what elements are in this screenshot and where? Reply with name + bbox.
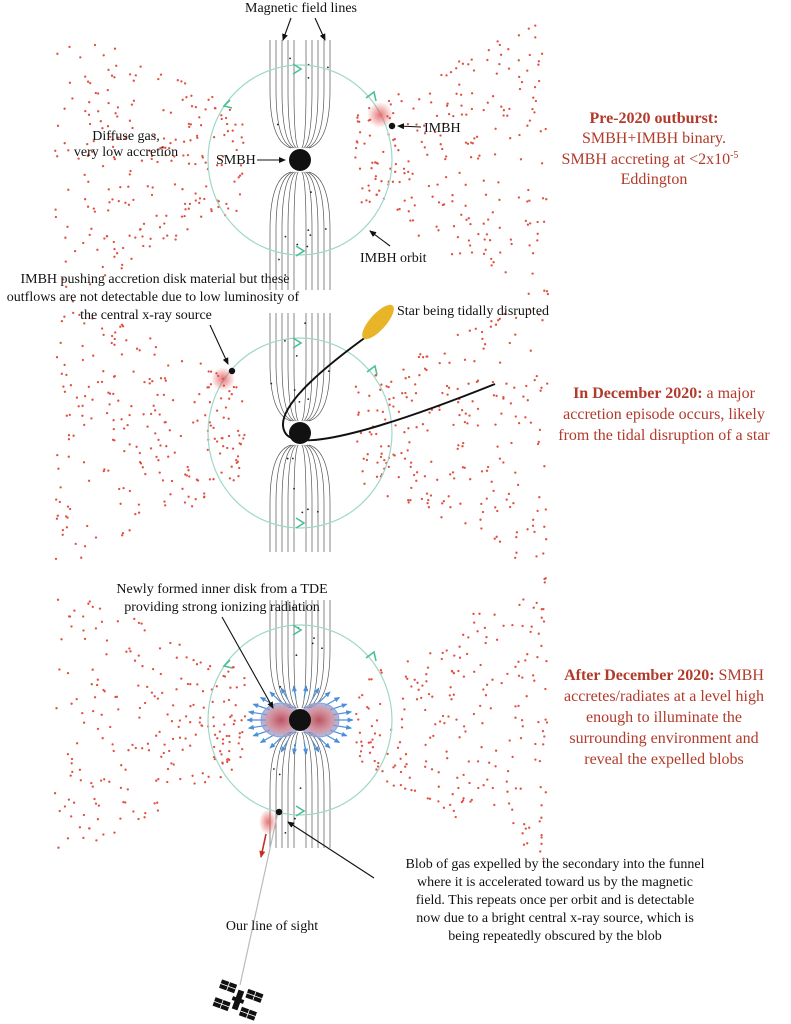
- smbh-black-hole: [289, 709, 311, 731]
- caption-line: After December 2020: SMBH: [564, 667, 764, 684]
- imbh-dot: [388, 122, 396, 130]
- caption-line: In December 2020: a major: [573, 385, 756, 402]
- magnetic-field-lines: [269, 40, 331, 290]
- caption-pre-2020: Pre-2020 outburst: SMBH+IMBH binary. SMB…: [562, 110, 739, 188]
- imbh-orbit-ring: [207, 624, 393, 816]
- gas-dots-left: [54, 300, 246, 561]
- inner-disk-pointer: [221, 616, 274, 709]
- blob-text-line: where it is accelerated toward us by the…: [417, 875, 693, 890]
- label-inner-disk-line1: Newly formed inner disk from a TDE: [116, 582, 327, 597]
- orbit-direction-arrows: [222, 624, 377, 817]
- gas-dots-right: [355, 577, 549, 860]
- label-star-tidally-disrupted: Star being tidally disrupted: [397, 304, 549, 319]
- label-magnetic-field-lines: Magnetic field lines: [245, 1, 357, 16]
- imbh-note-pointer: [209, 324, 229, 365]
- imbh-orbit-pointer: [369, 230, 391, 247]
- smbh-black-hole: [289, 422, 311, 444]
- caption-title: Pre-2020 outburst:: [589, 110, 718, 127]
- blob-text-line: field. This repeats once per orbit and i…: [416, 893, 694, 908]
- expelled-gas-blob: [259, 809, 277, 835]
- caption-line: enough to illuminate the: [586, 709, 742, 726]
- blob-text-line: Blob of gas expelled by the secondary in…: [406, 857, 705, 872]
- caption-title: In December 2020:: [573, 385, 702, 402]
- tidally-disrupted-star: [362, 304, 394, 340]
- panel-december-2020: IMBH pushing accretion disk material but…: [7, 272, 770, 561]
- imbh-glow: [367, 102, 393, 128]
- imbh-orbit-ring: [207, 337, 393, 529]
- caption-line: accretion episode occurs, likely: [563, 406, 765, 423]
- caption-after-december-2020: After December 2020: SMBH accretes/radia…: [564, 667, 764, 768]
- caption-exponent: -5: [730, 150, 738, 161]
- note-imbh-pushing-line1: IMBH pushing accretion disk material but…: [20, 272, 289, 287]
- label-imbh: IMBH: [424, 121, 461, 136]
- blob-description: Blob of gas expelled by the secondary in…: [406, 857, 705, 944]
- blob-text-line: being repeatedly obscured by the blob: [448, 929, 661, 944]
- field-line-pointers: [282, 17, 326, 41]
- blob-velocity-arrow: [259, 833, 267, 858]
- caption-line: accretes/radiates at a level high: [564, 688, 764, 705]
- orbit-direction-arrows: [292, 337, 378, 529]
- caption-line: SMBH+IMBH binary.: [582, 130, 726, 147]
- label-imbh-orbit: IMBH orbit: [360, 251, 427, 266]
- caption-title: After December 2020:: [564, 667, 714, 684]
- imbh-dot: [275, 808, 283, 816]
- panel-pre-2020: Magnetic field lines Diffuse gas, very l…: [54, 1, 739, 296]
- caption-line: surrounding environment and: [569, 730, 758, 747]
- orbit-direction-arrows: [222, 63, 377, 257]
- imbh-pointer: [397, 123, 422, 130]
- caption-line: reveal the expelled blobs: [584, 751, 744, 768]
- caption-line: Eddington: [621, 171, 688, 188]
- label-smbh: SMBH: [216, 153, 256, 168]
- label-diffuse-gas-line1: Diffuse gas,: [92, 129, 159, 144]
- caption-line: SMBH accreting at <2x10-5: [562, 150, 739, 168]
- caption-december-2020: In December 2020: a major accretion epis…: [558, 385, 770, 444]
- blob-pointer: [287, 821, 375, 879]
- blob-text-line: now due to a bright central x-ray source…: [416, 911, 694, 926]
- caption-text: SMBH accreting at <2x10: [562, 151, 731, 168]
- imbh-orbit-ring: [207, 64, 393, 256]
- note-imbh-pushing-line3: the central x-ray source: [80, 308, 212, 323]
- label-line-of-sight: Our line of sight: [226, 919, 318, 934]
- line-of-sight: [239, 811, 279, 986]
- caption-line: from the tidal disruption of a star: [558, 427, 770, 444]
- label-inner-disk-line2: providing strong ionizing radiation: [124, 600, 320, 615]
- imbh-glow: [211, 367, 235, 391]
- magnetic-field-lines: [269, 313, 331, 552]
- gas-dots-left: [53, 598, 247, 849]
- label-diffuse-gas-line2: very low accretion: [74, 145, 178, 160]
- smbh-black-hole: [289, 149, 311, 171]
- gas-dots-left: [54, 43, 245, 288]
- panel-after-december-2020: Newly formed inner disk from a TDE provi…: [53, 577, 764, 1021]
- caption-text: SMBH: [715, 667, 765, 684]
- gas-dots-right: [354, 24, 550, 296]
- tde-star-orbit: [282, 333, 496, 442]
- satellite-icon: [212, 979, 264, 1021]
- note-imbh-pushing-line2: outflows are not detectable due to low l…: [7, 290, 300, 305]
- imbh-dot: [228, 367, 236, 375]
- caption-text: a major: [703, 385, 756, 402]
- gas-dots-right: [354, 290, 549, 559]
